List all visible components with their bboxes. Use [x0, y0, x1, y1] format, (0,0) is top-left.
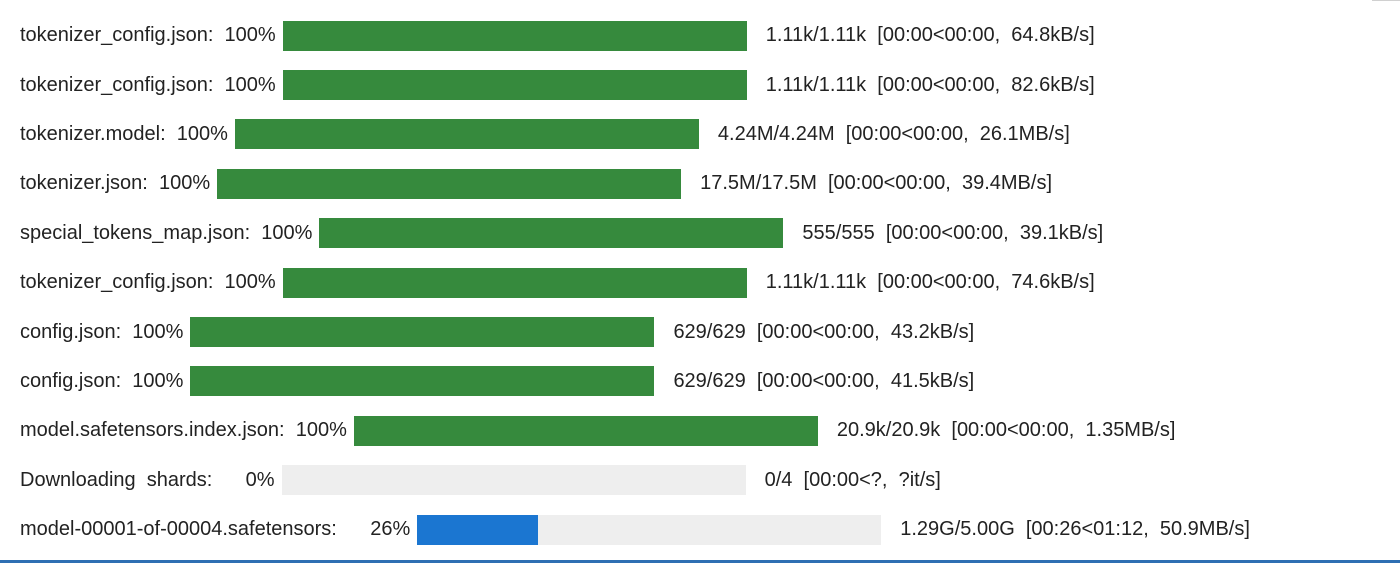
top-border — [1372, 0, 1400, 1]
progress-fill — [190, 317, 655, 348]
progress-label: tokenizer.model: 100% — [20, 122, 228, 145]
progress-stats: 0/4 [00:00<?, ?it/s] — [764, 468, 941, 491]
progress-row: model-00001-of-00004.safetensors: 26% 1.… — [20, 505, 1400, 554]
progress-bar — [282, 70, 747, 101]
progress-label: tokenizer_config.json: 100% — [20, 24, 276, 47]
progress-row: special_tokens_map.json: 100% 555/555 [0… — [20, 209, 1400, 258]
progress-label: tokenizer_config.json: 100% — [20, 73, 276, 96]
progress-row: config.json: 100% 629/629 [00:00<00:00, … — [20, 357, 1400, 406]
progress-label: special_tokens_map.json: 100% — [20, 221, 313, 244]
progress-output: tokenizer_config.json: 100% 1.11k/1.11k … — [20, 11, 1400, 554]
progress-row: tokenizer.json: 100% 17.5M/17.5M [00:00<… — [20, 159, 1400, 208]
progress-label: tokenizer.json: 100% — [20, 172, 211, 195]
progress-label: config.json: 100% — [20, 369, 184, 392]
progress-stats: 1.29G/5.00G [00:26<01:12, 50.9MB/s] — [900, 518, 1250, 541]
progress-label: config.json: 100% — [20, 320, 184, 343]
progress-stats: 555/555 [00:00<00:00, 39.1kB/s] — [802, 221, 1104, 244]
progress-row: model.safetensors.index.json: 100% 20.9k… — [20, 406, 1400, 455]
progress-fill — [282, 20, 747, 51]
progress-bar — [282, 267, 747, 298]
progress-label: tokenizer_config.json: 100% — [20, 271, 276, 294]
progress-stats: 1.11k/1.11k [00:00<00:00, 64.8kB/s] — [765, 24, 1095, 47]
progress-bar — [217, 168, 682, 199]
progress-row: tokenizer_config.json: 100% 1.11k/1.11k … — [20, 11, 1400, 60]
progress-fill — [319, 218, 784, 249]
progress-fill — [282, 70, 747, 101]
progress-bar — [281, 465, 746, 496]
progress-row: Downloading shards: 0% 0/4 [00:00<?, ?it… — [20, 456, 1400, 505]
progress-fill — [190, 366, 655, 397]
progress-fill — [234, 119, 699, 150]
progress-bar — [319, 218, 784, 249]
progress-row: config.json: 100% 629/629 [00:00<00:00, … — [20, 307, 1400, 356]
progress-bar — [417, 514, 882, 545]
progress-fill — [417, 514, 538, 545]
progress-fill — [353, 415, 818, 446]
progress-row: tokenizer_config.json: 100% 1.11k/1.11k … — [20, 258, 1400, 307]
progress-stats: 629/629 [00:00<00:00, 41.5kB/s] — [673, 369, 975, 392]
progress-fill — [282, 267, 747, 298]
progress-bar — [190, 317, 655, 348]
bottom-border — [0, 560, 1400, 563]
progress-stats: 20.9k/20.9k [00:00<00:00, 1.35MB/s] — [836, 419, 1176, 442]
progress-stats: 4.24M/4.24M [00:00<00:00, 26.1MB/s] — [717, 122, 1070, 145]
progress-label: Downloading shards: 0% — [20, 468, 275, 491]
progress-stats: 17.5M/17.5M [00:00<00:00, 39.4MB/s] — [700, 172, 1053, 195]
progress-bar — [282, 20, 747, 51]
progress-bar — [353, 415, 818, 446]
progress-label: model-00001-of-00004.safetensors: 26% — [20, 518, 411, 541]
progress-label: model.safetensors.index.json: 100% — [20, 419, 347, 442]
progress-bar — [190, 366, 655, 397]
progress-row: tokenizer.model: 100% 4.24M/4.24M [00:00… — [20, 110, 1400, 159]
progress-stats: 629/629 [00:00<00:00, 43.2kB/s] — [673, 320, 975, 343]
progress-fill — [217, 168, 682, 199]
progress-stats: 1.11k/1.11k [00:00<00:00, 82.6kB/s] — [765, 73, 1095, 96]
progress-stats: 1.11k/1.11k [00:00<00:00, 74.6kB/s] — [765, 271, 1095, 294]
progress-bar — [234, 119, 699, 150]
progress-row: tokenizer_config.json: 100% 1.11k/1.11k … — [20, 60, 1400, 109]
